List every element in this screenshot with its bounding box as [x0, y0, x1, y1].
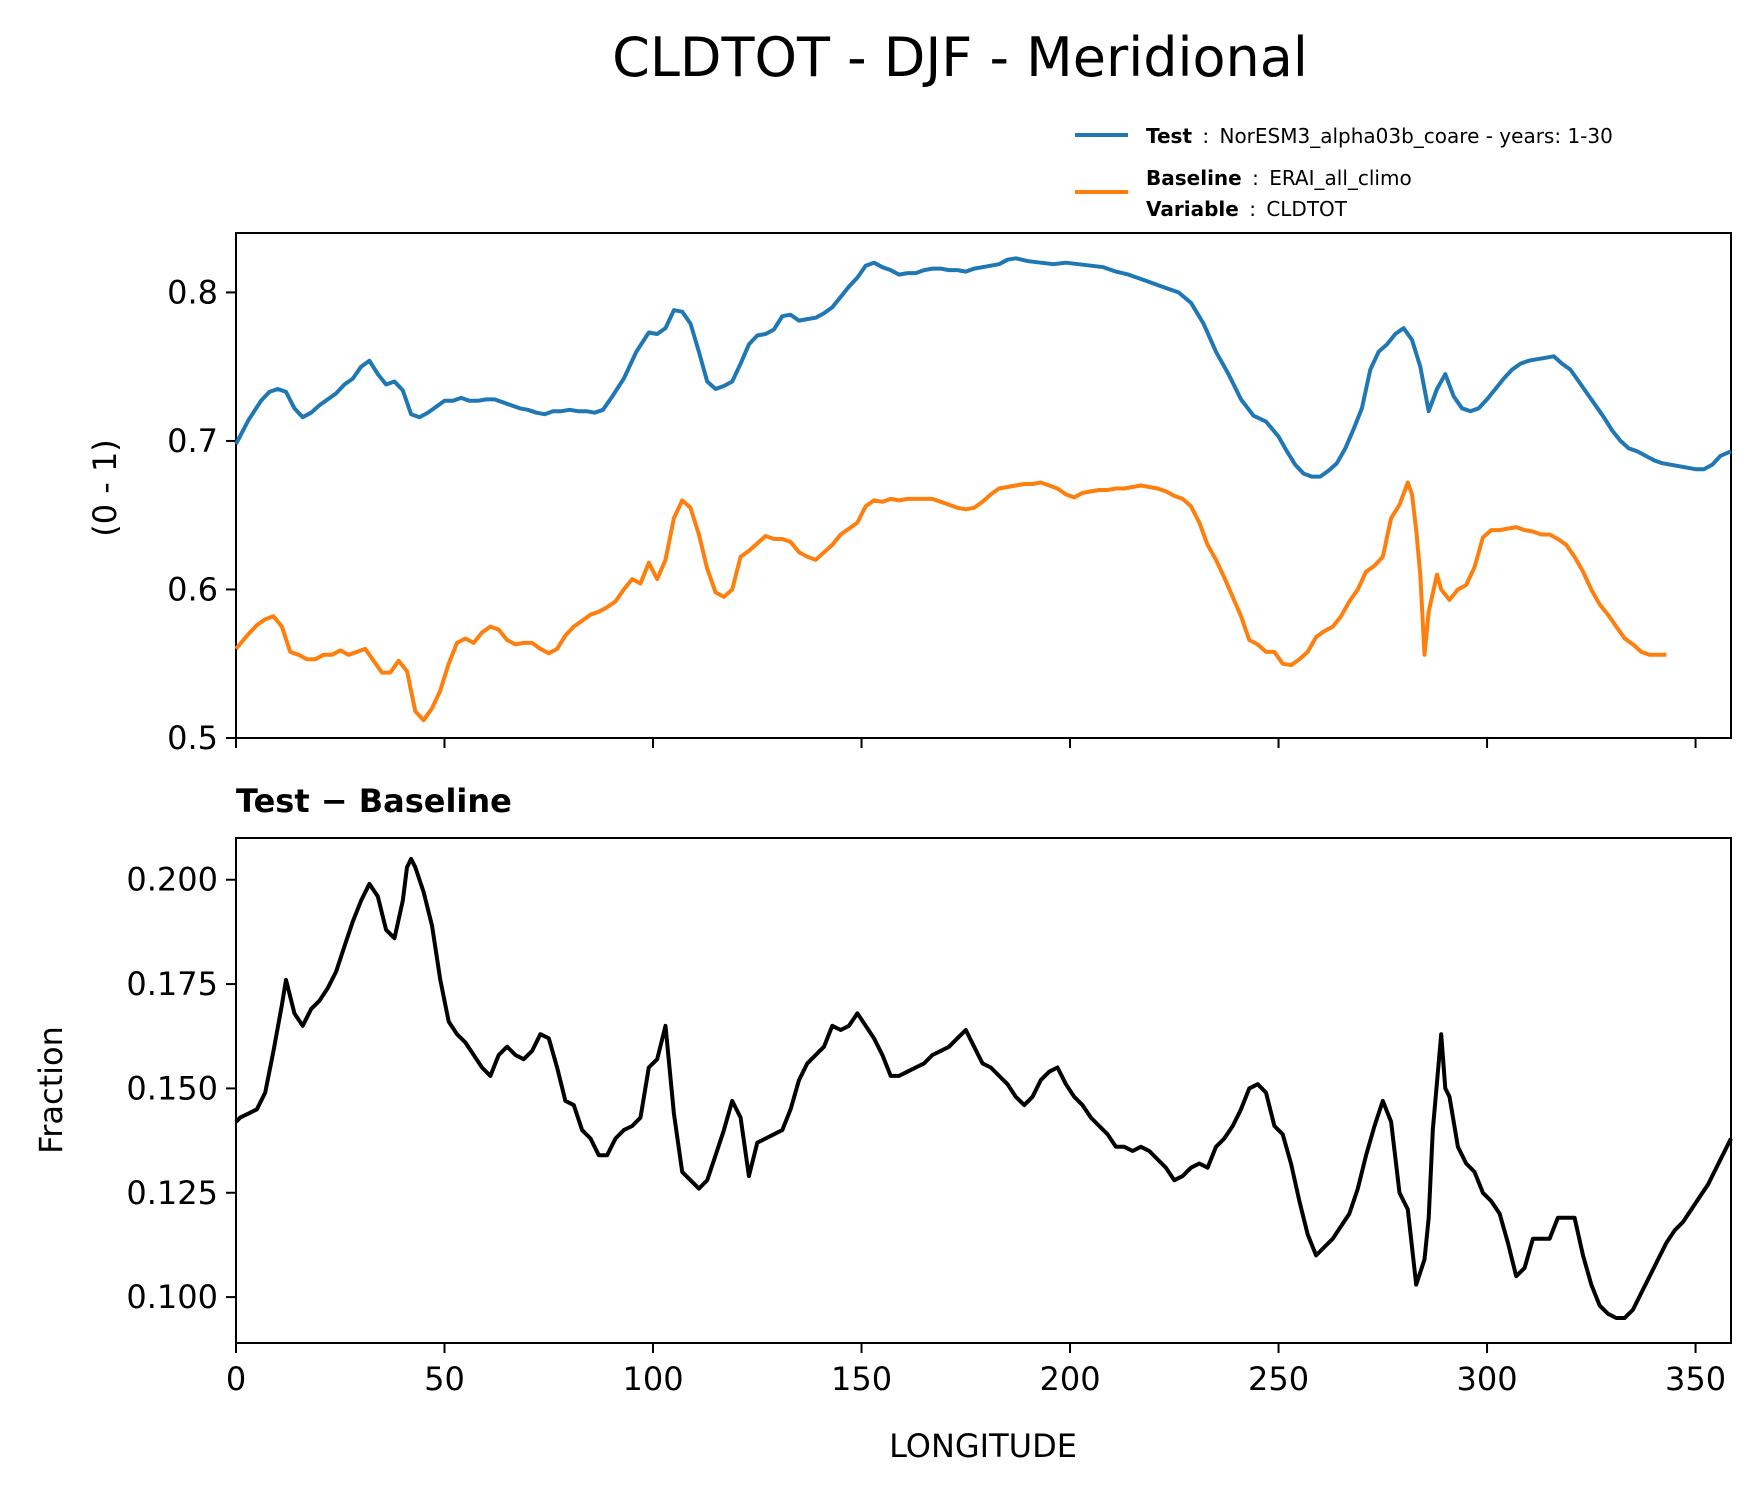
x-tick-label: 0: [226, 1360, 246, 1398]
legend-variable-key: Variable: [1146, 197, 1239, 221]
legend-variable-value: CLDTOT: [1266, 197, 1347, 221]
legend-test-value: NorESM3_alpha03b_coare - years: 1-30: [1219, 124, 1612, 148]
x-tick-label: 150: [831, 1360, 892, 1398]
y-tick-label: 0.125: [126, 1174, 218, 1212]
legend-variable-separator: :: [1249, 197, 1256, 221]
top-series: [234, 256, 1732, 723]
legend-baseline-key: Baseline: [1146, 166, 1242, 190]
top-panel: 0.5 0.6 0.7 0.8 (0 - 1): [86, 232, 1732, 757]
y-tick-label: 0.5: [167, 719, 218, 757]
baseline-line: [234, 480, 1667, 723]
bottom-plot-frame: [235, 837, 1732, 1344]
legend-baseline-separator: :: [1252, 166, 1259, 190]
x-tick-label: 200: [1039, 1360, 1100, 1398]
legend-test-separator: :: [1202, 124, 1209, 148]
legend-variable-entry: Variable : CLDTOT: [1146, 197, 1348, 221]
test-baseline-line: [234, 856, 1733, 1320]
y-tick-label: 0.100: [126, 1278, 218, 1316]
x-tick-label: 50: [424, 1360, 465, 1398]
legend: Test : NorESM3_alpha03b_coare - years: 1…: [1075, 124, 1613, 221]
chart-title: CLDTOT - DJF - Meridional: [612, 26, 1308, 89]
x-tick-label: 350: [1665, 1360, 1726, 1398]
test-line: [234, 256, 1732, 479]
legend-baseline-value: ERAI_all_climo: [1269, 166, 1412, 190]
legend-test-entry: Test : NorESM3_alpha03b_coare - years: 1…: [1146, 124, 1613, 148]
x-tick-label: 100: [622, 1360, 683, 1398]
y-tick-label: 0.7: [167, 422, 218, 460]
top-y-axis: 0.5 0.6 0.7 0.8: [167, 273, 236, 757]
x-tick-label: 300: [1457, 1360, 1518, 1398]
top-plot-frame: [235, 232, 1732, 739]
y-tick-label: 0.6: [167, 570, 218, 608]
y-tick-label: 0.150: [126, 1069, 218, 1107]
difference-subtitle: Test − Baseline: [236, 782, 512, 820]
legend-test-key: Test: [1146, 124, 1192, 148]
bottom-panel: 0.100 0.125 0.150 0.175 0.200 0 50 100 150 200 25…: [32, 837, 1733, 1465]
y-tick-label: 0.175: [126, 965, 218, 1003]
y-tick-label: 0.200: [126, 861, 218, 899]
bottom-x-axis: 0 50 100 150 200 250 300 350: [226, 1343, 1726, 1398]
x-tick-label: 250: [1248, 1360, 1309, 1398]
y-tick-label: 0.8: [167, 273, 218, 311]
bottom-y-axis-label: Fraction: [32, 1026, 70, 1154]
x-axis-label: LONGITUDE: [889, 1427, 1077, 1465]
top-x-axis: [235, 738, 1697, 748]
bottom-y-axis: 0.100 0.125 0.150 0.175 0.200: [126, 861, 236, 1316]
legend-baseline-entry: Baseline : ERAI_all_climo: [1146, 166, 1412, 190]
top-y-axis-label: (0 - 1): [86, 439, 124, 537]
bottom-series: [234, 856, 1733, 1320]
